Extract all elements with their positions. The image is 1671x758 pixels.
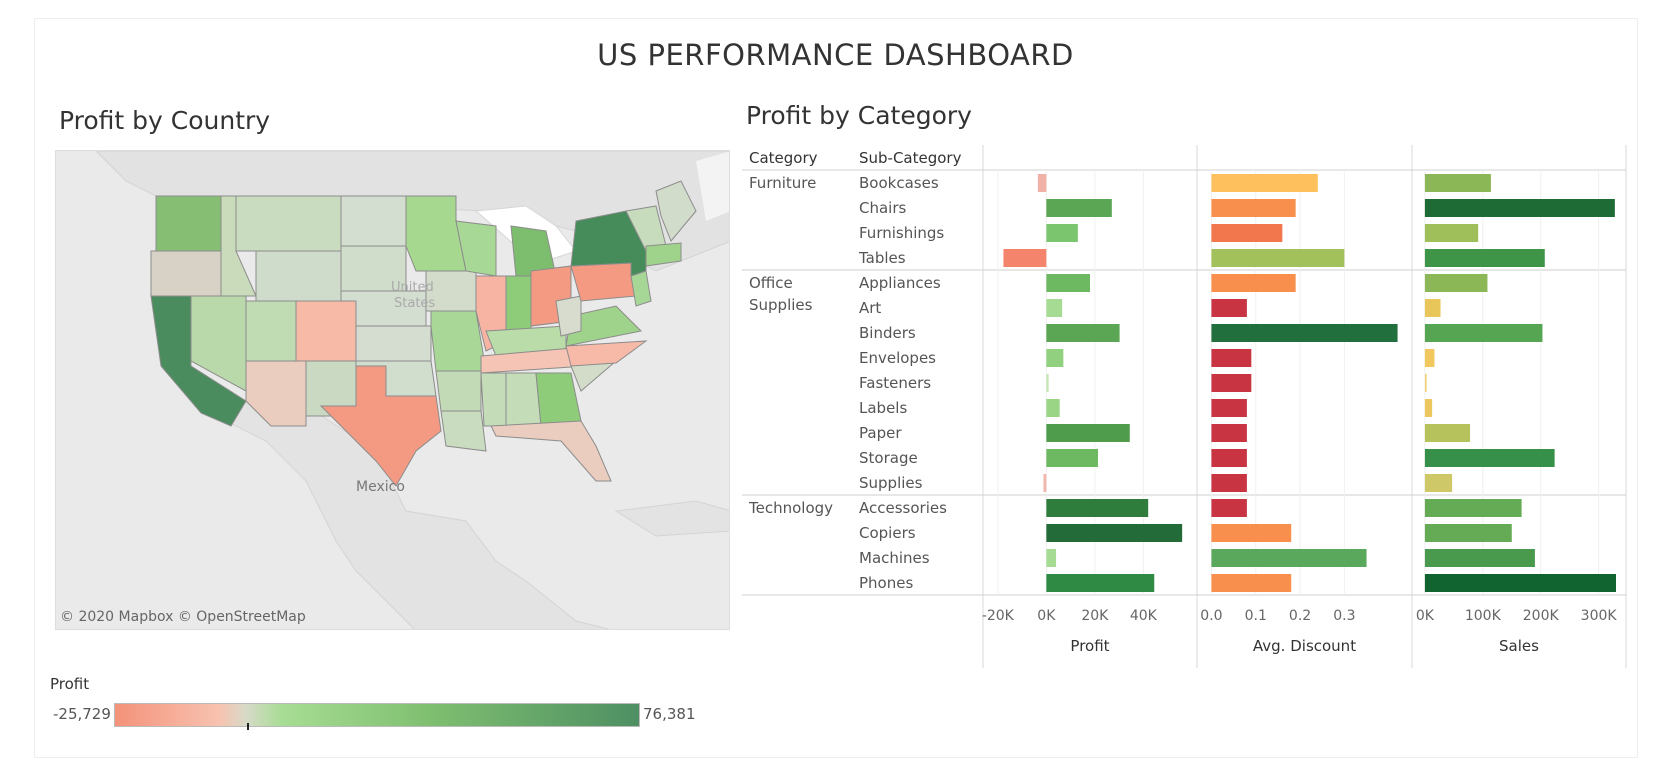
mexico-label: Mexico: [356, 479, 405, 495]
legend-zero-tick: [247, 723, 249, 730]
state-virginia[interactable]: [565, 305, 643, 347]
profit-map[interactable]: United States Mexico © 2020 Mapbox © Ope…: [55, 150, 730, 630]
state-florida[interactable]: [490, 420, 612, 482]
map-panel-title: Profit by Country: [59, 106, 271, 135]
state-north-carolina[interactable]: [565, 340, 648, 367]
state-oregon[interactable]: [150, 250, 222, 297]
legend-color-ramp: [114, 703, 640, 727]
state-texas[interactable]: [319, 365, 442, 487]
map-credit: © 2020 Mapbox © OpenStreetMap: [60, 609, 306, 625]
state-utah[interactable]: [245, 300, 297, 362]
state-west-virginia[interactable]: [555, 295, 582, 337]
state-louisiana[interactable]: [440, 410, 487, 452]
state-washington[interactable]: [155, 195, 222, 252]
us-states: [150, 180, 697, 487]
caribbean: [614, 500, 729, 537]
state-alabama[interactable]: [505, 372, 542, 427]
legend-title: Profit: [50, 675, 90, 693]
map-canvas: United States Mexico: [56, 151, 729, 629]
legend-max-label: 76,381: [643, 705, 696, 723]
state-mississippi[interactable]: [480, 372, 507, 427]
state-idaho[interactable]: [220, 195, 257, 297]
svg-text:States: States: [394, 296, 435, 311]
state-maine[interactable]: [655, 180, 697, 242]
mexico-region: [204, 395, 611, 629]
state-pennsylvania[interactable]: [570, 262, 637, 302]
state-colorado[interactable]: [295, 300, 357, 362]
state-kansas[interactable]: [355, 325, 432, 362]
state-new-jersey[interactable]: [630, 270, 652, 307]
dashboard-title: US PERFORMANCE DASHBOARD: [597, 38, 1074, 72]
state-massachusetts[interactable]: [645, 242, 682, 267]
state-wyoming[interactable]: [255, 250, 342, 302]
legend-min-label: -25,729: [53, 705, 111, 723]
state-arkansas[interactable]: [435, 370, 482, 412]
category-panel-title: Profit by Category: [746, 101, 972, 130]
state-indiana[interactable]: [505, 275, 532, 337]
state-montana[interactable]: [235, 195, 342, 252]
atlantic-north: [696, 151, 729, 221]
state-arizona[interactable]: [245, 360, 307, 427]
us-country-label: United: [391, 280, 434, 295]
state-north-dakota[interactable]: [340, 195, 407, 247]
